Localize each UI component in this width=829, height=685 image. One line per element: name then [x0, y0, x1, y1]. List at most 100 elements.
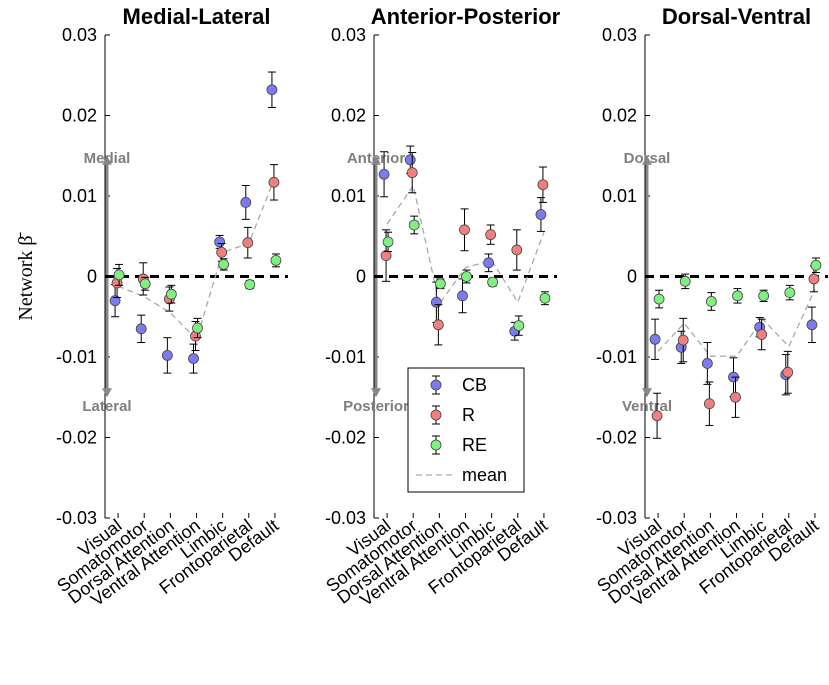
- series-cb: [109, 71, 278, 374]
- data-point-cb: [378, 168, 390, 180]
- data-point-cb: [109, 295, 121, 307]
- data-point-r: [782, 366, 794, 378]
- data-point-cb: [806, 319, 818, 331]
- y-tick-label: 0.01: [331, 186, 366, 206]
- data-point-re: [539, 292, 551, 304]
- arrow-head-icon: [642, 388, 652, 398]
- legend-marker-r: [430, 409, 442, 421]
- data-point-r: [459, 224, 470, 236]
- y-tick-label: 0.01: [62, 186, 97, 206]
- legend: CB R RE mean: [407, 367, 525, 493]
- data-point-cb: [483, 257, 495, 269]
- positive-direction-label: Medial: [84, 150, 131, 167]
- negative-direction-label: Posterior: [343, 398, 409, 415]
- panel-medial-lateral: Medial-Lateral 0.03 0.02 0.01 0 -0.01 -0.02 -0.…: [53, 4, 288, 610]
- data-point-r: [485, 229, 497, 241]
- positive-direction-label: Anterior: [347, 150, 406, 167]
- arrow-head-icon: [371, 388, 381, 398]
- negative-direction-label: Lateral: [82, 398, 131, 415]
- data-point-r: [537, 179, 549, 191]
- y-tick-label: -0.02: [325, 428, 366, 448]
- data-point-cb: [649, 333, 661, 345]
- data-point-re: [165, 288, 177, 300]
- series-re: [113, 253, 282, 339]
- data-point-cb: [535, 209, 547, 220]
- legend-box: [407, 367, 525, 493]
- data-point-r: [730, 391, 741, 403]
- data-point-cb: [430, 296, 442, 308]
- data-point-cb: [188, 353, 199, 365]
- data-point-re: [382, 236, 394, 248]
- data-point-re: [679, 275, 691, 287]
- data-point-r: [216, 246, 228, 258]
- y-tick-label: 0.03: [602, 25, 637, 45]
- y-tick-label: 0.02: [602, 106, 637, 126]
- legend-label-mean: mean: [462, 465, 507, 485]
- y-tick-label: 0: [87, 267, 97, 287]
- data-point-re: [653, 293, 665, 305]
- legend-label-re: RE: [462, 435, 487, 455]
- data-point-r: [808, 273, 820, 285]
- series-cb: [378, 145, 547, 341]
- y-tick-label: 0.02: [62, 106, 97, 126]
- data-point-r: [432, 319, 444, 331]
- data-point-cb: [404, 154, 416, 166]
- y-tick-label: -0.03: [325, 508, 366, 528]
- series-cb: [649, 306, 818, 397]
- y-tick-label: 0: [356, 267, 366, 287]
- y-tick-label: -0.02: [56, 428, 97, 448]
- data-point-re: [218, 259, 230, 270]
- data-point-r: [242, 237, 254, 249]
- data-point-r: [268, 176, 280, 188]
- data-point-cb: [135, 323, 147, 335]
- chart-title: Anterior-Posterior: [371, 4, 561, 29]
- y-tick-label: -0.03: [596, 508, 637, 528]
- data-point-re: [192, 322, 203, 334]
- data-point-r: [677, 334, 689, 346]
- data-point-re: [139, 278, 151, 290]
- data-point-re: [758, 290, 770, 302]
- y-tick-label: 0.01: [602, 186, 637, 206]
- data-point-r: [406, 167, 418, 179]
- data-point-cb: [214, 236, 226, 248]
- legend-label-r: R: [462, 405, 475, 425]
- data-point-cb: [266, 84, 278, 96]
- data-point-r: [703, 398, 715, 410]
- chart-title: Dorsal-Ventral: [662, 4, 811, 29]
- data-point-re: [705, 296, 717, 307]
- data-point-re: [244, 279, 256, 290]
- y-tick-label: 0: [627, 267, 637, 287]
- legend-marker-cb: [430, 379, 442, 391]
- data-point-r: [511, 244, 523, 256]
- series-re: [382, 215, 551, 336]
- series-r: [380, 152, 549, 346]
- legend-marker-re: [430, 439, 442, 451]
- data-point-cb: [240, 197, 252, 208]
- series-re: [653, 257, 822, 311]
- arrow-head-icon: [102, 388, 112, 398]
- y-tick-label: -0.01: [596, 347, 637, 367]
- data-point-re: [461, 271, 472, 282]
- negative-direction-label: Ventral: [622, 398, 672, 415]
- data-point-r: [756, 329, 768, 340]
- legend-label-cb: CB: [462, 375, 487, 395]
- data-point-r: [651, 410, 663, 422]
- y-tick-label: 0.03: [62, 25, 97, 45]
- y-tick-label: -0.01: [56, 347, 97, 367]
- data-point-re: [487, 276, 499, 288]
- y-tick-label: -0.03: [56, 508, 97, 528]
- data-point-re: [810, 259, 822, 271]
- data-point-re: [270, 254, 282, 266]
- data-point-re: [513, 320, 525, 332]
- data-point-r: [380, 250, 392, 261]
- series-r: [111, 164, 280, 352]
- data-point-re: [113, 269, 125, 281]
- y-tick-label: -0.01: [325, 347, 366, 367]
- data-point-cb: [701, 358, 713, 369]
- panel-dorsal-ventral: Dorsal-Ventral 0.03 0.02 0.01 0 -0.01 -0.02 -0.…: [593, 4, 828, 610]
- arrow-head-icon: [642, 155, 652, 165]
- series-r: [651, 265, 820, 439]
- data-point-cb: [457, 290, 468, 302]
